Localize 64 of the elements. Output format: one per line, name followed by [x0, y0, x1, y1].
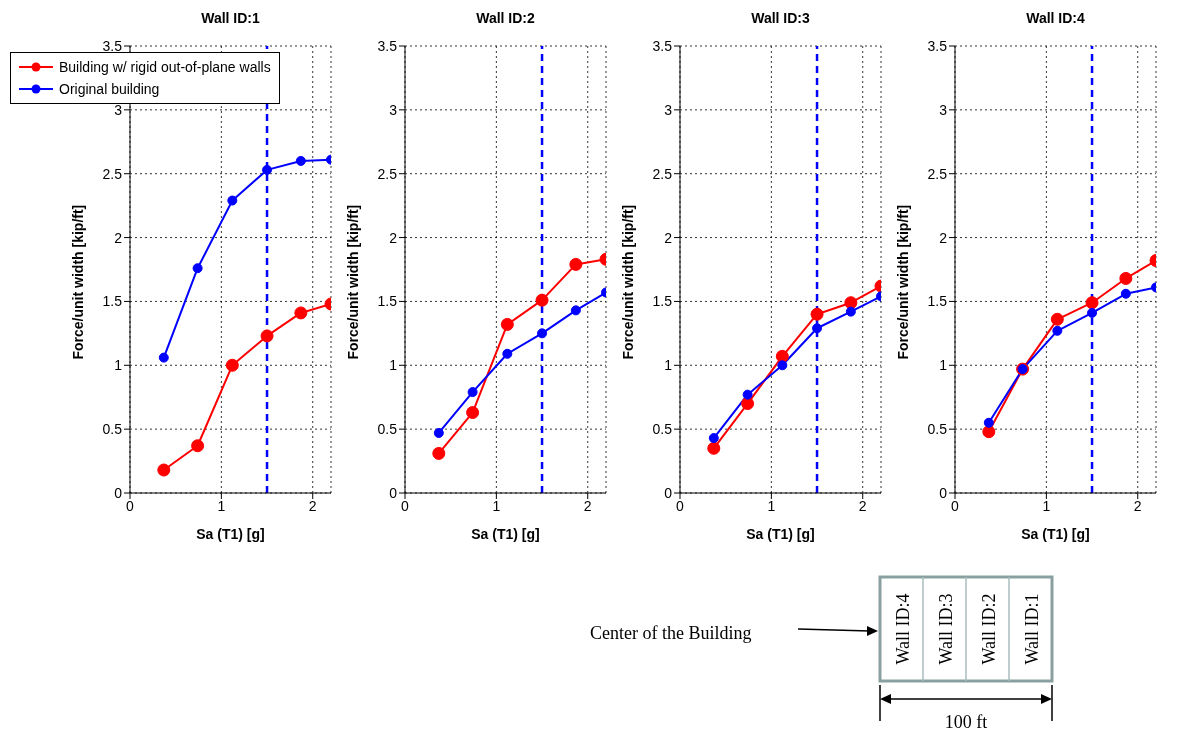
- chart-title: Wall ID:2: [475, 10, 536, 26]
- y-axis-title: Force/unit width [kip/ft]: [619, 204, 636, 360]
- y-tick-label: 3: [939, 101, 948, 118]
- y-tick-label: 3.5: [927, 37, 948, 54]
- x-tick-label: 0: [676, 497, 685, 514]
- y-tick-label: 2: [664, 229, 673, 246]
- y-tick-label: 0: [664, 484, 673, 501]
- x-tick-label: 0: [126, 497, 135, 514]
- y-tick-label: 1: [389, 357, 398, 374]
- chart-title: Wall ID:3: [750, 10, 811, 26]
- x-axis-title: Sa (T1) [g]: [746, 526, 815, 542]
- y-axis-title: Force/unit width [kip/ft]: [69, 204, 86, 360]
- y-tick-label: 0.5: [377, 421, 398, 438]
- y-tick-label: 0: [389, 484, 398, 501]
- y-tick-label: 1.5: [377, 293, 398, 310]
- text: 100 ft: [944, 712, 988, 729]
- legend-label: Original building: [59, 81, 160, 97]
- y-tick-label: 2.5: [927, 165, 948, 182]
- x-tick-label: 2: [858, 497, 867, 514]
- y-tick-label: 2.5: [377, 165, 398, 182]
- y-axis-title: Force/unit width [kip/ft]: [894, 204, 911, 360]
- legend-label: Building w/ rigid out-of-plane walls: [59, 59, 271, 75]
- y-axis-title: Force/unit width [kip/ft]: [344, 204, 361, 360]
- text: Center of the Building: [590, 623, 752, 643]
- y-tick-label: 2.5: [102, 165, 123, 182]
- text: Wall ID:3: [936, 593, 956, 665]
- y-tick-label: 1: [664, 357, 673, 374]
- x-axis-title: Sa (T1) [g]: [196, 526, 265, 542]
- x-tick-label: 1: [767, 497, 776, 514]
- y-tick-label: 3: [389, 101, 398, 118]
- x-axis-title: Sa (T1) [g]: [471, 526, 540, 542]
- y-tick-label: 1.5: [102, 293, 123, 310]
- chart-title: Wall ID:4: [1025, 10, 1086, 26]
- chart-title: Wall ID:1: [200, 10, 261, 26]
- y-tick-label: 2.5: [652, 165, 673, 182]
- x-tick-label: 1: [1042, 497, 1051, 514]
- x-tick-label: 1: [217, 497, 226, 514]
- x-tick-label: 1: [492, 497, 501, 514]
- x-axis-title: Sa (T1) [g]: [1021, 526, 1090, 542]
- y-tick-label: 0: [939, 484, 948, 501]
- x-tick-label: 2: [308, 497, 317, 514]
- y-tick-label: 0.5: [927, 421, 948, 438]
- text: Wall ID:2: [979, 593, 999, 665]
- y-tick-label: 0.5: [652, 421, 673, 438]
- y-tick-label: 1: [114, 357, 123, 374]
- y-tick-label: 0.5: [102, 421, 123, 438]
- y-tick-label: 2: [389, 229, 398, 246]
- x-tick-label: 2: [1133, 497, 1142, 514]
- y-tick-label: 1.5: [652, 293, 673, 310]
- y-tick-label: 3.5: [652, 37, 673, 54]
- y-tick-label: 3: [114, 101, 123, 118]
- y-tick-label: 3: [664, 101, 673, 118]
- x-tick-label: 2: [583, 497, 592, 514]
- y-tick-label: 0: [114, 484, 123, 501]
- x-tick-label: 0: [951, 497, 960, 514]
- y-tick-label: 3.5: [377, 37, 398, 54]
- y-tick-label: 3.5: [102, 37, 123, 54]
- y-tick-label: 1: [939, 357, 948, 374]
- text: Wall ID:1: [1022, 593, 1042, 665]
- x-tick-label: 0: [401, 497, 410, 514]
- y-tick-label: 2: [114, 229, 123, 246]
- y-tick-label: 2: [939, 229, 948, 246]
- text: Wall ID:4: [893, 593, 913, 665]
- y-tick-label: 1.5: [927, 293, 948, 310]
